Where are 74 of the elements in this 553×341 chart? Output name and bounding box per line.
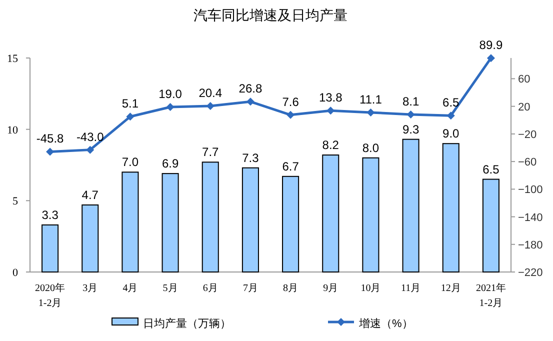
data-label: 7.6 — [282, 94, 300, 109]
data-label: 8.2 — [322, 138, 340, 152]
point — [46, 148, 54, 156]
point — [86, 146, 94, 154]
data-label: 6.7 — [282, 159, 300, 174]
data-label: 3.3 — [42, 208, 59, 222]
y2-tick-label: 60 — [518, 74, 530, 86]
y-tick-label: 0 — [12, 267, 18, 279]
data-label: 26.8 — [238, 82, 262, 96]
data-label: 6.5 — [482, 162, 500, 176]
data-label: 8.0 — [362, 140, 380, 155]
x-tick-label: 9月 — [323, 283, 338, 294]
point — [126, 112, 134, 121]
data-label: 4.7 — [82, 188, 99, 202]
point — [446, 112, 455, 120]
bar — [442, 143, 460, 272]
y-tick-label: 10 — [7, 124, 18, 136]
data-label: 9.3 — [402, 122, 420, 136]
x-tick-label: 6月 — [202, 283, 218, 294]
x-tick-label: 10月 — [360, 283, 381, 294]
data-label: 13.8 — [318, 90, 343, 105]
y2-tick-label: −220 — [518, 267, 543, 279]
chart-title: 汽车同比增速及日均产量 — [194, 7, 348, 23]
data-label: 20.4 — [198, 86, 222, 100]
bar — [282, 176, 300, 272]
data-label: 6.5 — [442, 96, 460, 110]
x-tick-label: 2021年 1-2月 — [476, 282, 506, 309]
y2-tick-label: −180 — [518, 239, 543, 252]
data-label: 5.1 — [122, 96, 139, 111]
y-tick-label: 5 — [12, 196, 18, 208]
data-label: 89.9 — [479, 38, 503, 52]
data-label: -45.8 — [36, 132, 64, 146]
x-tick-label: 11月 — [400, 283, 421, 294]
data-label: 19.0 — [158, 87, 182, 102]
y-tick-label: 15 — [7, 53, 18, 65]
y2-tick-label: 20 — [518, 101, 530, 114]
data-label: 9.0 — [442, 126, 460, 141]
bar — [42, 224, 59, 272]
data-label: 7.7 — [202, 145, 220, 160]
legend-label: 增速（%） — [358, 317, 413, 330]
x-tick-label: 2020年 1-2月 — [35, 282, 66, 309]
x-tick-label: 4月 — [122, 283, 138, 294]
bar — [162, 173, 179, 272]
bar — [322, 154, 340, 272]
x-tick-label: 12月 — [440, 283, 461, 294]
point — [406, 110, 415, 119]
point — [366, 108, 375, 116]
point — [286, 110, 295, 119]
x-tick-label: 8月 — [283, 283, 298, 294]
bar — [362, 157, 380, 272]
y2-tick-label: −140 — [518, 212, 543, 224]
legend-label: 日均产量（万辆） — [143, 317, 231, 330]
bar — [202, 162, 219, 272]
data-label: 8.1 — [402, 94, 420, 109]
bar — [482, 178, 500, 272]
bar — [82, 204, 99, 272]
y2-tick-label: −60 — [518, 156, 537, 169]
point — [486, 54, 495, 62]
point — [166, 103, 174, 112]
y2-tick-label: −100 — [518, 184, 543, 196]
bar — [242, 167, 259, 272]
data-label: 7.0 — [122, 155, 139, 170]
x-tick-label: 7月 — [242, 283, 258, 294]
data-label: 11.1 — [359, 92, 382, 106]
y2-tick-label: −20 — [518, 128, 537, 141]
x-tick-label: 5月 — [162, 283, 178, 294]
point — [206, 102, 214, 110]
point — [246, 98, 254, 106]
data-label: 7.3 — [242, 150, 260, 165]
data-label: 6.9 — [162, 156, 179, 171]
data-label: -43.0 — [76, 130, 104, 144]
bar — [402, 138, 420, 272]
bar — [122, 172, 139, 272]
x-tick-label: 3月 — [82, 283, 98, 294]
